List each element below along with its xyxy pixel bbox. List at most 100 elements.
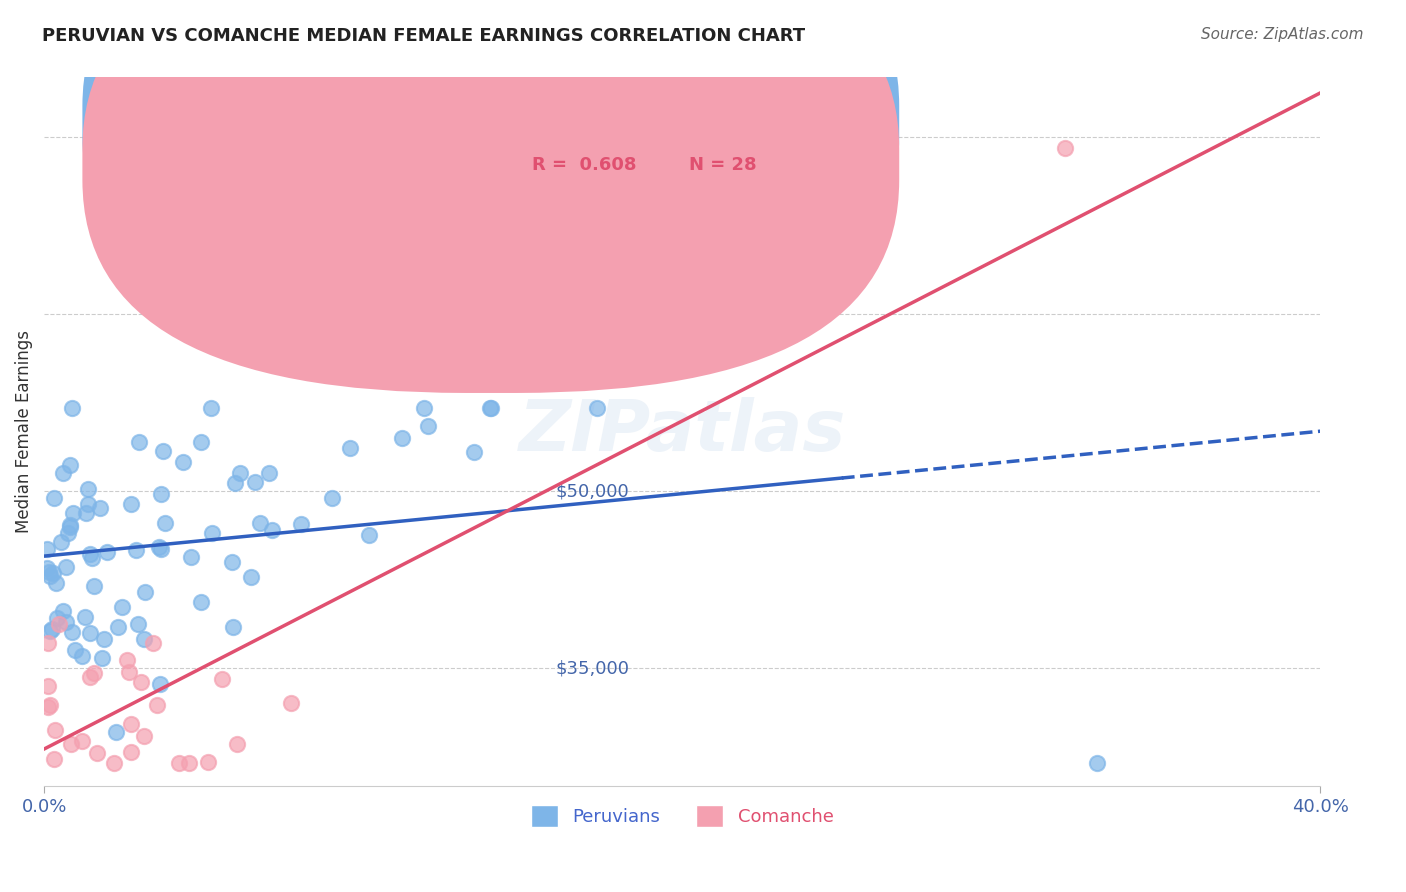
- Point: [132, 729, 155, 743]
- Point: [70, 734, 93, 748]
- Text: N = 78: N = 78: [689, 113, 756, 131]
- Point: [125, 542, 148, 557]
- Point: [49, 534, 72, 549]
- Point: [79, 626, 101, 640]
- Point: [224, 476, 246, 491]
- Point: [121, 716, 143, 731]
- Point: [77, 497, 100, 511]
- Point: [197, 756, 219, 770]
- Point: [180, 550, 202, 565]
- Point: [72, 648, 94, 663]
- Point: [152, 444, 174, 458]
- Text: N = 28: N = 28: [689, 155, 756, 174]
- Point: [321, 491, 343, 505]
- Point: [149, 487, 172, 501]
- Point: [120, 745, 142, 759]
- Point: [79, 670, 101, 684]
- Point: [42, 491, 65, 505]
- Text: Source: ZipAtlas.com: Source: ZipAtlas.com: [1201, 27, 1364, 42]
- Legend: Peruvians, Comanche: Peruvians, Comanche: [523, 797, 841, 834]
- Point: [132, 632, 155, 647]
- Text: R =  0.608: R = 0.608: [531, 155, 636, 174]
- Point: [262, 524, 284, 538]
- Point: [41, 622, 63, 636]
- FancyBboxPatch shape: [83, 0, 900, 393]
- Point: [127, 617, 149, 632]
- Point: [221, 555, 243, 569]
- Point: [391, 431, 413, 445]
- Point: [86, 746, 108, 760]
- Point: [52, 604, 75, 618]
- Point: [107, 620, 129, 634]
- Point: [239, 570, 262, 584]
- Point: [48, 616, 70, 631]
- Point: [226, 737, 249, 751]
- Point: [149, 676, 172, 690]
- Point: [96, 544, 118, 558]
- Point: [134, 585, 156, 599]
- Point: [115, 653, 138, 667]
- FancyBboxPatch shape: [83, 0, 900, 351]
- Point: [89, 500, 111, 515]
- Point: [243, 475, 266, 490]
- Point: [150, 541, 173, 556]
- Point: [249, 516, 271, 530]
- Point: [103, 756, 125, 770]
- Point: [37, 679, 59, 693]
- Point: [60, 625, 83, 640]
- Text: ZIPatlas: ZIPatlas: [519, 398, 846, 467]
- Point: [55, 615, 77, 629]
- Point: [75, 506, 97, 520]
- Point: [37, 541, 59, 556]
- Point: [37, 561, 59, 575]
- Text: $35,000: $35,000: [555, 659, 630, 677]
- Point: [177, 756, 200, 770]
- Point: [412, 401, 434, 416]
- Text: $80,000: $80,000: [555, 128, 630, 145]
- Point: [63, 643, 86, 657]
- Point: [229, 466, 252, 480]
- Point: [73, 610, 96, 624]
- Point: [91, 650, 114, 665]
- FancyBboxPatch shape: [440, 110, 886, 205]
- Point: [201, 526, 224, 541]
- Y-axis label: Median Female Earnings: Median Female Earnings: [15, 330, 32, 533]
- Point: [62, 506, 84, 520]
- Point: [211, 672, 233, 686]
- Point: [200, 401, 222, 416]
- Point: [146, 698, 169, 712]
- Point: [60, 737, 83, 751]
- Point: [55, 560, 77, 574]
- Text: R = -0.104: R = -0.104: [531, 113, 637, 131]
- Point: [56, 525, 79, 540]
- Point: [190, 434, 212, 449]
- Point: [39, 624, 62, 638]
- Point: [169, 756, 191, 770]
- Point: [478, 401, 501, 416]
- Point: [41, 566, 63, 581]
- Point: [45, 575, 67, 590]
- Point: [44, 723, 66, 738]
- Point: [153, 516, 176, 531]
- Point: [463, 445, 485, 459]
- Point: [60, 401, 83, 416]
- Point: [1085, 756, 1108, 770]
- Point: [59, 518, 82, 533]
- Point: [37, 636, 59, 650]
- Point: [190, 595, 212, 609]
- Point: [290, 516, 312, 531]
- Point: [1054, 141, 1077, 155]
- Point: [172, 455, 194, 469]
- Point: [118, 665, 141, 679]
- Point: [586, 401, 609, 416]
- Point: [79, 547, 101, 561]
- Point: [120, 497, 142, 511]
- Point: [128, 434, 150, 449]
- Point: [59, 519, 82, 533]
- Point: [129, 674, 152, 689]
- Point: [93, 632, 115, 646]
- Point: [142, 636, 165, 650]
- Point: [111, 599, 134, 614]
- Text: PERUVIAN VS COMANCHE MEDIAN FEMALE EARNINGS CORRELATION CHART: PERUVIAN VS COMANCHE MEDIAN FEMALE EARNI…: [42, 27, 806, 45]
- Point: [37, 700, 59, 714]
